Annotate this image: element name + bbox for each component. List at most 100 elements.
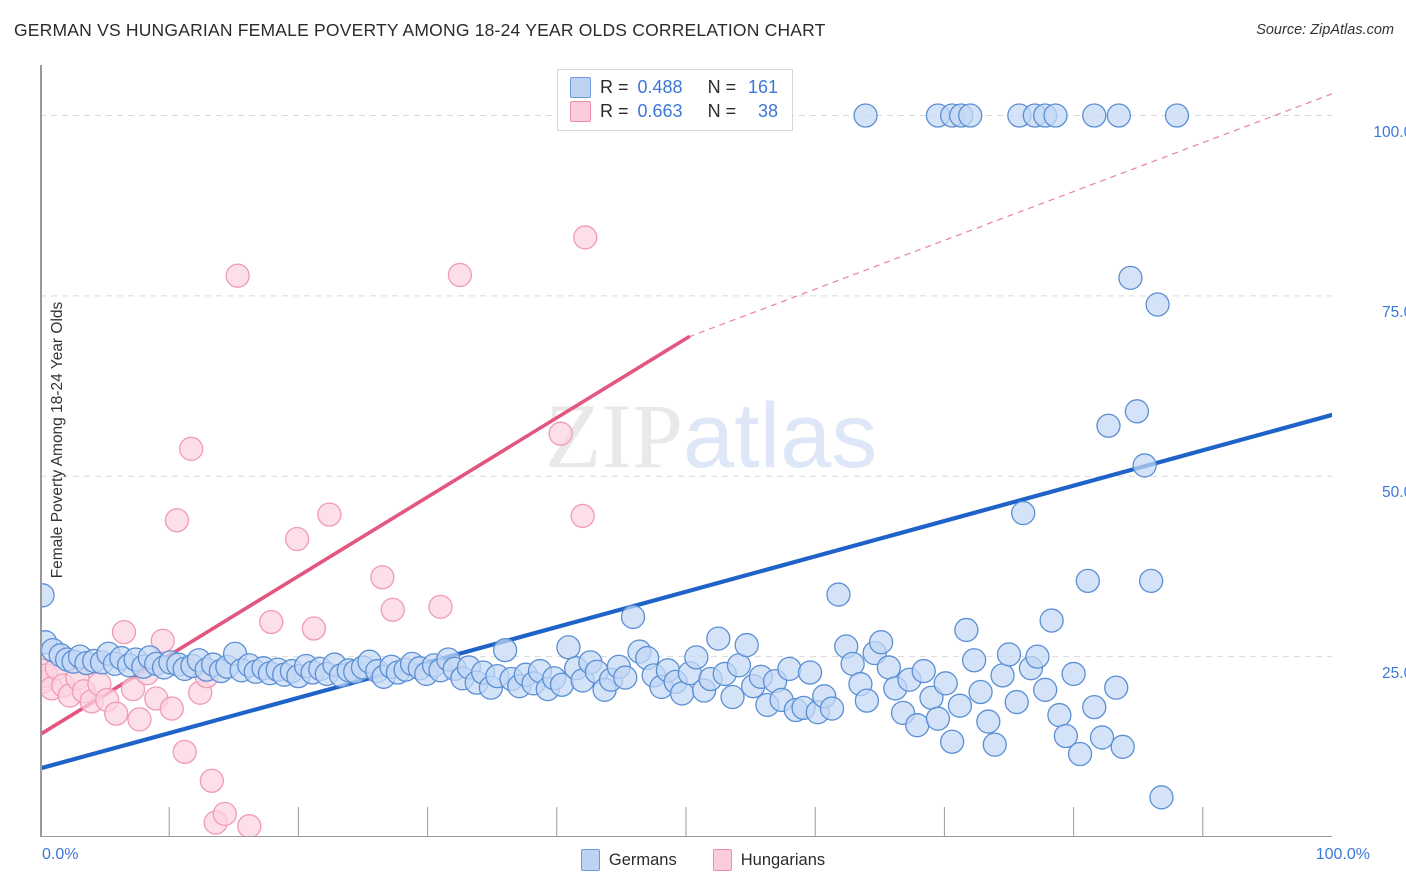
data-point: [684, 645, 709, 670]
data-point: [573, 225, 598, 250]
data-point: [428, 594, 453, 619]
data-point: [199, 768, 224, 793]
data-point: [933, 671, 958, 696]
data-point: [982, 732, 1007, 757]
data-point: [958, 103, 983, 128]
data-point: [1011, 500, 1036, 526]
data-point: [726, 653, 752, 678]
hungarians-legend-swatch-icon: [712, 849, 732, 871]
data-point: [492, 637, 518, 663]
data-point: [613, 665, 638, 690]
data-point: [111, 619, 137, 645]
data-point: [990, 663, 1015, 688]
data-point: [1033, 677, 1058, 702]
data-point: [777, 656, 802, 682]
data-point: [1096, 413, 1121, 438]
data-point: [1145, 292, 1170, 317]
legend-label-hungarians: Hungarians: [740, 850, 826, 869]
data-point: [954, 617, 979, 643]
data-point: [1132, 453, 1157, 478]
x-tick-marks: [168, 807, 1204, 837]
data-point: [840, 651, 865, 676]
data-point: [940, 729, 965, 754]
gridlines: [40, 115, 1332, 658]
data-point: [620, 604, 646, 630]
source-label: Source: ZipAtlas.com: [1256, 22, 1394, 38]
n-label: N =: [707, 77, 737, 97]
legend-item-germans[interactable]: Germans: [580, 849, 677, 871]
data-point: [1110, 734, 1135, 759]
plot-area: ZIPatlas Female Poverty Among 18-24 Year…: [40, 65, 1406, 863]
data-point: [1039, 608, 1064, 633]
data-point: [876, 655, 901, 680]
data-point: [172, 739, 197, 765]
data-point: [1164, 103, 1190, 128]
y-tick-label: 50.0%: [1382, 484, 1406, 502]
germans-legend-swatch-icon: [580, 849, 600, 871]
data-point: [947, 693, 973, 718]
legend-label-germans: Germans: [608, 850, 677, 869]
data-point: [120, 676, 146, 702]
data-point: [905, 713, 930, 738]
data-point: [976, 709, 1001, 734]
y-tick-label: 75.0%: [1382, 303, 1406, 321]
data-point: [1053, 723, 1078, 749]
data-point: [259, 609, 284, 635]
data-point: [1089, 725, 1115, 750]
data-point: [1106, 103, 1131, 128]
data-point: [1082, 694, 1107, 720]
y-tick-label: 25.0%: [1382, 664, 1406, 682]
data-point: [996, 642, 1022, 667]
hungarians-swatch-icon: [570, 101, 591, 122]
data-point: [159, 696, 184, 721]
data-point: [1104, 675, 1129, 700]
data-point: [826, 582, 851, 607]
data-point: [370, 565, 395, 590]
data-point: [40, 583, 55, 608]
data-point: [301, 616, 327, 641]
x-axis-max-label: 100.0%: [1315, 846, 1370, 863]
data-point: [1043, 103, 1068, 128]
data-point: [868, 630, 894, 655]
y-axis-line: [40, 65, 42, 837]
data-point: [1149, 785, 1174, 810]
data-point: [179, 436, 204, 461]
data-point: [968, 679, 993, 705]
data-point: [720, 684, 745, 710]
data-point: [1124, 399, 1150, 424]
legend-row-hungarians: R = 0.663 N = 38: [570, 101, 778, 122]
legend-item-hungarians[interactable]: Hungarians: [712, 849, 826, 871]
data-point: [556, 635, 581, 660]
data-point: [1067, 741, 1093, 767]
data-point: [380, 597, 405, 622]
data-point: [237, 814, 262, 837]
data-point: [127, 707, 152, 732]
data-point: [570, 503, 595, 529]
data-point: [961, 648, 987, 673]
data-point: [734, 632, 759, 658]
data-point: [164, 508, 190, 533]
data-point: [548, 421, 573, 446]
n-value-germans: 161: [748, 77, 779, 97]
data-point: [225, 263, 250, 288]
data-point: [1061, 661, 1086, 687]
germans-points: [40, 103, 1190, 810]
y-tick-label: 100.0%: [1373, 123, 1406, 141]
data-point: [1075, 568, 1100, 594]
page-title: GERMAN VS HUNGARIAN FEMALE POVERTY AMONG…: [14, 20, 826, 40]
data-point: [925, 706, 951, 731]
data-point: [706, 626, 731, 651]
data-point: [1138, 568, 1164, 594]
data-point: [1004, 689, 1029, 715]
data-point: [1118, 265, 1143, 290]
data-point: [669, 681, 695, 706]
series-legend: Germans Hungarians: [0, 849, 1406, 871]
data-point: [854, 688, 880, 713]
data-point: [317, 502, 342, 527]
data-point: [447, 262, 473, 288]
legend-row-germans: R = 0.488 N = 161: [570, 77, 778, 98]
data-point: [150, 628, 175, 653]
data-point: [911, 658, 936, 684]
data-point: [284, 526, 310, 552]
